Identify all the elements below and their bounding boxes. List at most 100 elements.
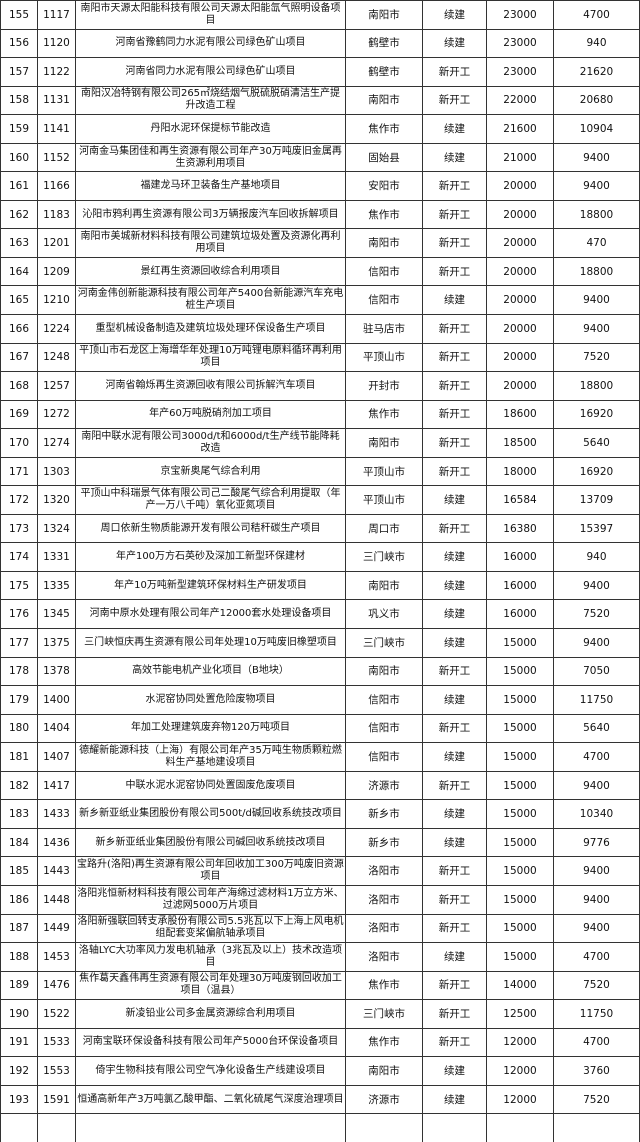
row-number-cell: 178	[1, 657, 38, 686]
total-investment-cell: 12000	[487, 1057, 554, 1085]
project-id-cell: 1131	[38, 86, 76, 115]
city-cell: 南阳市	[346, 1057, 423, 1085]
row-number-cell: 182	[1, 771, 38, 800]
project-name-cell: 平顶山中科瑞景气体有限公司己二酸尾气综合利用提取（年产一万八千吨）氧化亚氮项目	[76, 486, 346, 514]
row-number-cell: 185	[1, 857, 38, 885]
construction-status-cell: 续建	[423, 1, 487, 29]
row-number-cell: 177	[1, 629, 38, 657]
total-investment-cell: 20000	[487, 229, 554, 257]
construction-status-cell: 续建	[423, 571, 487, 600]
planned-investment-cell: 13709	[579, 494, 614, 507]
planned-investment-cell: 9400	[583, 151, 610, 164]
empty-cell	[1, 1114, 38, 1142]
city-cell: 焦作市	[346, 200, 423, 229]
construction-status-cell: 续建	[423, 600, 487, 629]
total-investment-cell: 23000	[487, 29, 554, 58]
empty-cell	[346, 1114, 423, 1142]
row-number-cell: 168	[1, 372, 38, 400]
city-cell: 信阳市	[346, 257, 423, 286]
row-number-cell: 164	[1, 257, 38, 286]
construction-status-cell: 新开工	[423, 86, 487, 115]
project-id-cell: 1591	[38, 1085, 76, 1114]
project-name-cell: 河南省翰烁再生资源回收有限公司拆解汽车项目	[76, 372, 346, 400]
city-cell: 焦作市	[346, 1028, 423, 1057]
planned-investment-cell: 7050	[583, 665, 610, 678]
project-id-cell: 1120	[38, 29, 76, 58]
planned-investment-cell: 11750	[579, 693, 614, 706]
table-row: 166 1224 重型机械设备制造及建筑垃圾处理环保设备生产项目 驻马店市 新开工 200…	[1, 314, 639, 343]
planned-investment-cell: 9400	[583, 579, 610, 592]
total-investment-cell: 15000	[487, 800, 554, 828]
city-cell: 新乡市	[346, 800, 423, 828]
table-row: 191 1533 河南宝联环保设备科技有限公司年产5000台环保设备项目 焦作市 新开工…	[1, 1027, 639, 1057]
planned-investment-cell: 9400	[583, 922, 610, 935]
city-cell: 巩义市	[346, 600, 423, 629]
planned-investment-cell: 9400	[583, 636, 610, 649]
project-id-cell: 1183	[38, 200, 76, 229]
row-number-cell: 173	[1, 514, 38, 543]
project-id-cell: 1417	[38, 771, 76, 800]
table-row: 178 1378 高效节能电机产业化项目（B地块） 南阳市 新开工 15000 7050	[1, 656, 639, 686]
project-name-cell: 南阳市美城新材料科技有限公司建筑垃圾处置及资源化再利用项目	[76, 229, 346, 257]
project-name-cell: 沁阳市鸦利再生资源有限公司3万辆报废汽车回收拆解项目	[76, 200, 346, 229]
project-id-cell: 1335	[38, 571, 76, 600]
total-investment-cell: 21600	[487, 115, 554, 143]
construction-status-cell: 续建	[423, 686, 487, 714]
planned-investment-cell: 21620	[579, 65, 614, 78]
project-name-cell: 福建龙马环卫装备生产基地项目	[76, 172, 346, 200]
project-id-cell: 1303	[38, 457, 76, 486]
city-cell: 周口市	[346, 514, 423, 543]
planned-investment-cell: 7520	[583, 351, 610, 364]
project-name-cell: 京宝新奥尾气综合利用	[76, 457, 346, 486]
total-investment-cell: 12000	[487, 1085, 554, 1114]
planned-investment-cell: 470	[586, 237, 607, 250]
city-cell: 济源市	[346, 1085, 423, 1114]
table-row: 187 1449 洛阳新强联回转支承股份有限公司5.5兆瓦以下上海上风电机组配套变桨…	[1, 913, 639, 943]
construction-status-cell: 新开工	[423, 971, 487, 1000]
planned-investment-cell: 15397	[579, 522, 614, 535]
table-row: 189 1476 焦作葛天鑫伟再生资源有限公司年处理30万吨废钢回收加工项目（温县）…	[1, 970, 639, 1000]
row-number-cell: 175	[1, 571, 38, 600]
project-id-cell: 1400	[38, 686, 76, 714]
construction-status-cell: 续建	[423, 800, 487, 828]
table-row: 182 1417 中联水泥水泥窑协同处置固废危废项目 济源市 新开工 15000 9400	[1, 770, 639, 800]
city-cell: 洛阳市	[346, 914, 423, 943]
planned-investment-cell: 5640	[583, 722, 610, 735]
city-cell: 驻马店市	[346, 315, 423, 343]
total-investment-cell: 15000	[487, 771, 554, 800]
empty-cell	[487, 1114, 554, 1142]
empty-cell	[38, 1114, 76, 1142]
total-investment-cell: 15000	[487, 714, 554, 743]
empty-cell	[554, 1114, 639, 1142]
table-row: 164 1209 景红再生资源回收综合利用项目 信阳市 新开工 20000 18800	[1, 256, 639, 286]
construction-status-cell: 续建	[423, 143, 487, 172]
project-id-cell: 1331	[38, 543, 76, 571]
construction-status-cell: 新开工	[423, 1000, 487, 1028]
total-investment-cell: 15000	[487, 686, 554, 714]
construction-status-cell: 新开工	[423, 514, 487, 543]
city-cell: 南阳市	[346, 1, 423, 29]
project-id-cell: 1122	[38, 58, 76, 86]
planned-investment-cell: 940	[586, 37, 607, 50]
table-row: 174 1331 年产100万方石英砂及深加工新型环保建材 三门峡市 续建 16000 94…	[1, 542, 639, 571]
total-investment-cell: 14000	[487, 971, 554, 1000]
planned-investment-cell: 20680	[579, 94, 614, 107]
project-name-cell: 河南金马集团佳和再生资源有限公司年产30万吨废旧金属再生资源利用项目	[76, 143, 346, 172]
construction-status-cell: 新开工	[423, 1028, 487, 1057]
planned-investment-cell: 5640	[583, 436, 610, 449]
construction-status-cell: 新开工	[423, 229, 487, 257]
row-number-cell: 159	[1, 115, 38, 143]
project-id-cell: 1375	[38, 629, 76, 657]
city-cell: 固始县	[346, 143, 423, 172]
row-number-cell: 172	[1, 486, 38, 514]
total-investment-cell: 12000	[487, 1028, 554, 1057]
table-row: 192 1553 倚宇生物科技有限公司空气净化设备生产线建设项目 南阳市 续建 12000…	[1, 1056, 639, 1085]
project-name-cell: 新乡新亚纸业集团股份有限公司碱回收系统技改项目	[76, 828, 346, 857]
planned-investment-cell: 4700	[583, 950, 610, 963]
total-investment-cell: 15000	[487, 943, 554, 971]
project-id-cell: 1209	[38, 257, 76, 286]
project-name-cell: 南阳汉冶特钢有限公司265㎡烧结烟气脱硫脱硝清洁生产提升改造工程	[76, 86, 346, 115]
project-name-cell: 年产60万吨脱硝剂加工项目	[76, 400, 346, 429]
project-name-cell: 年产10万吨新型建筑环保材料生产研发项目	[76, 571, 346, 600]
table-row: 183 1433 新乡新亚纸业集团股份有限公司500t/d碱回收系统技改项目 新乡市续…	[1, 799, 639, 828]
